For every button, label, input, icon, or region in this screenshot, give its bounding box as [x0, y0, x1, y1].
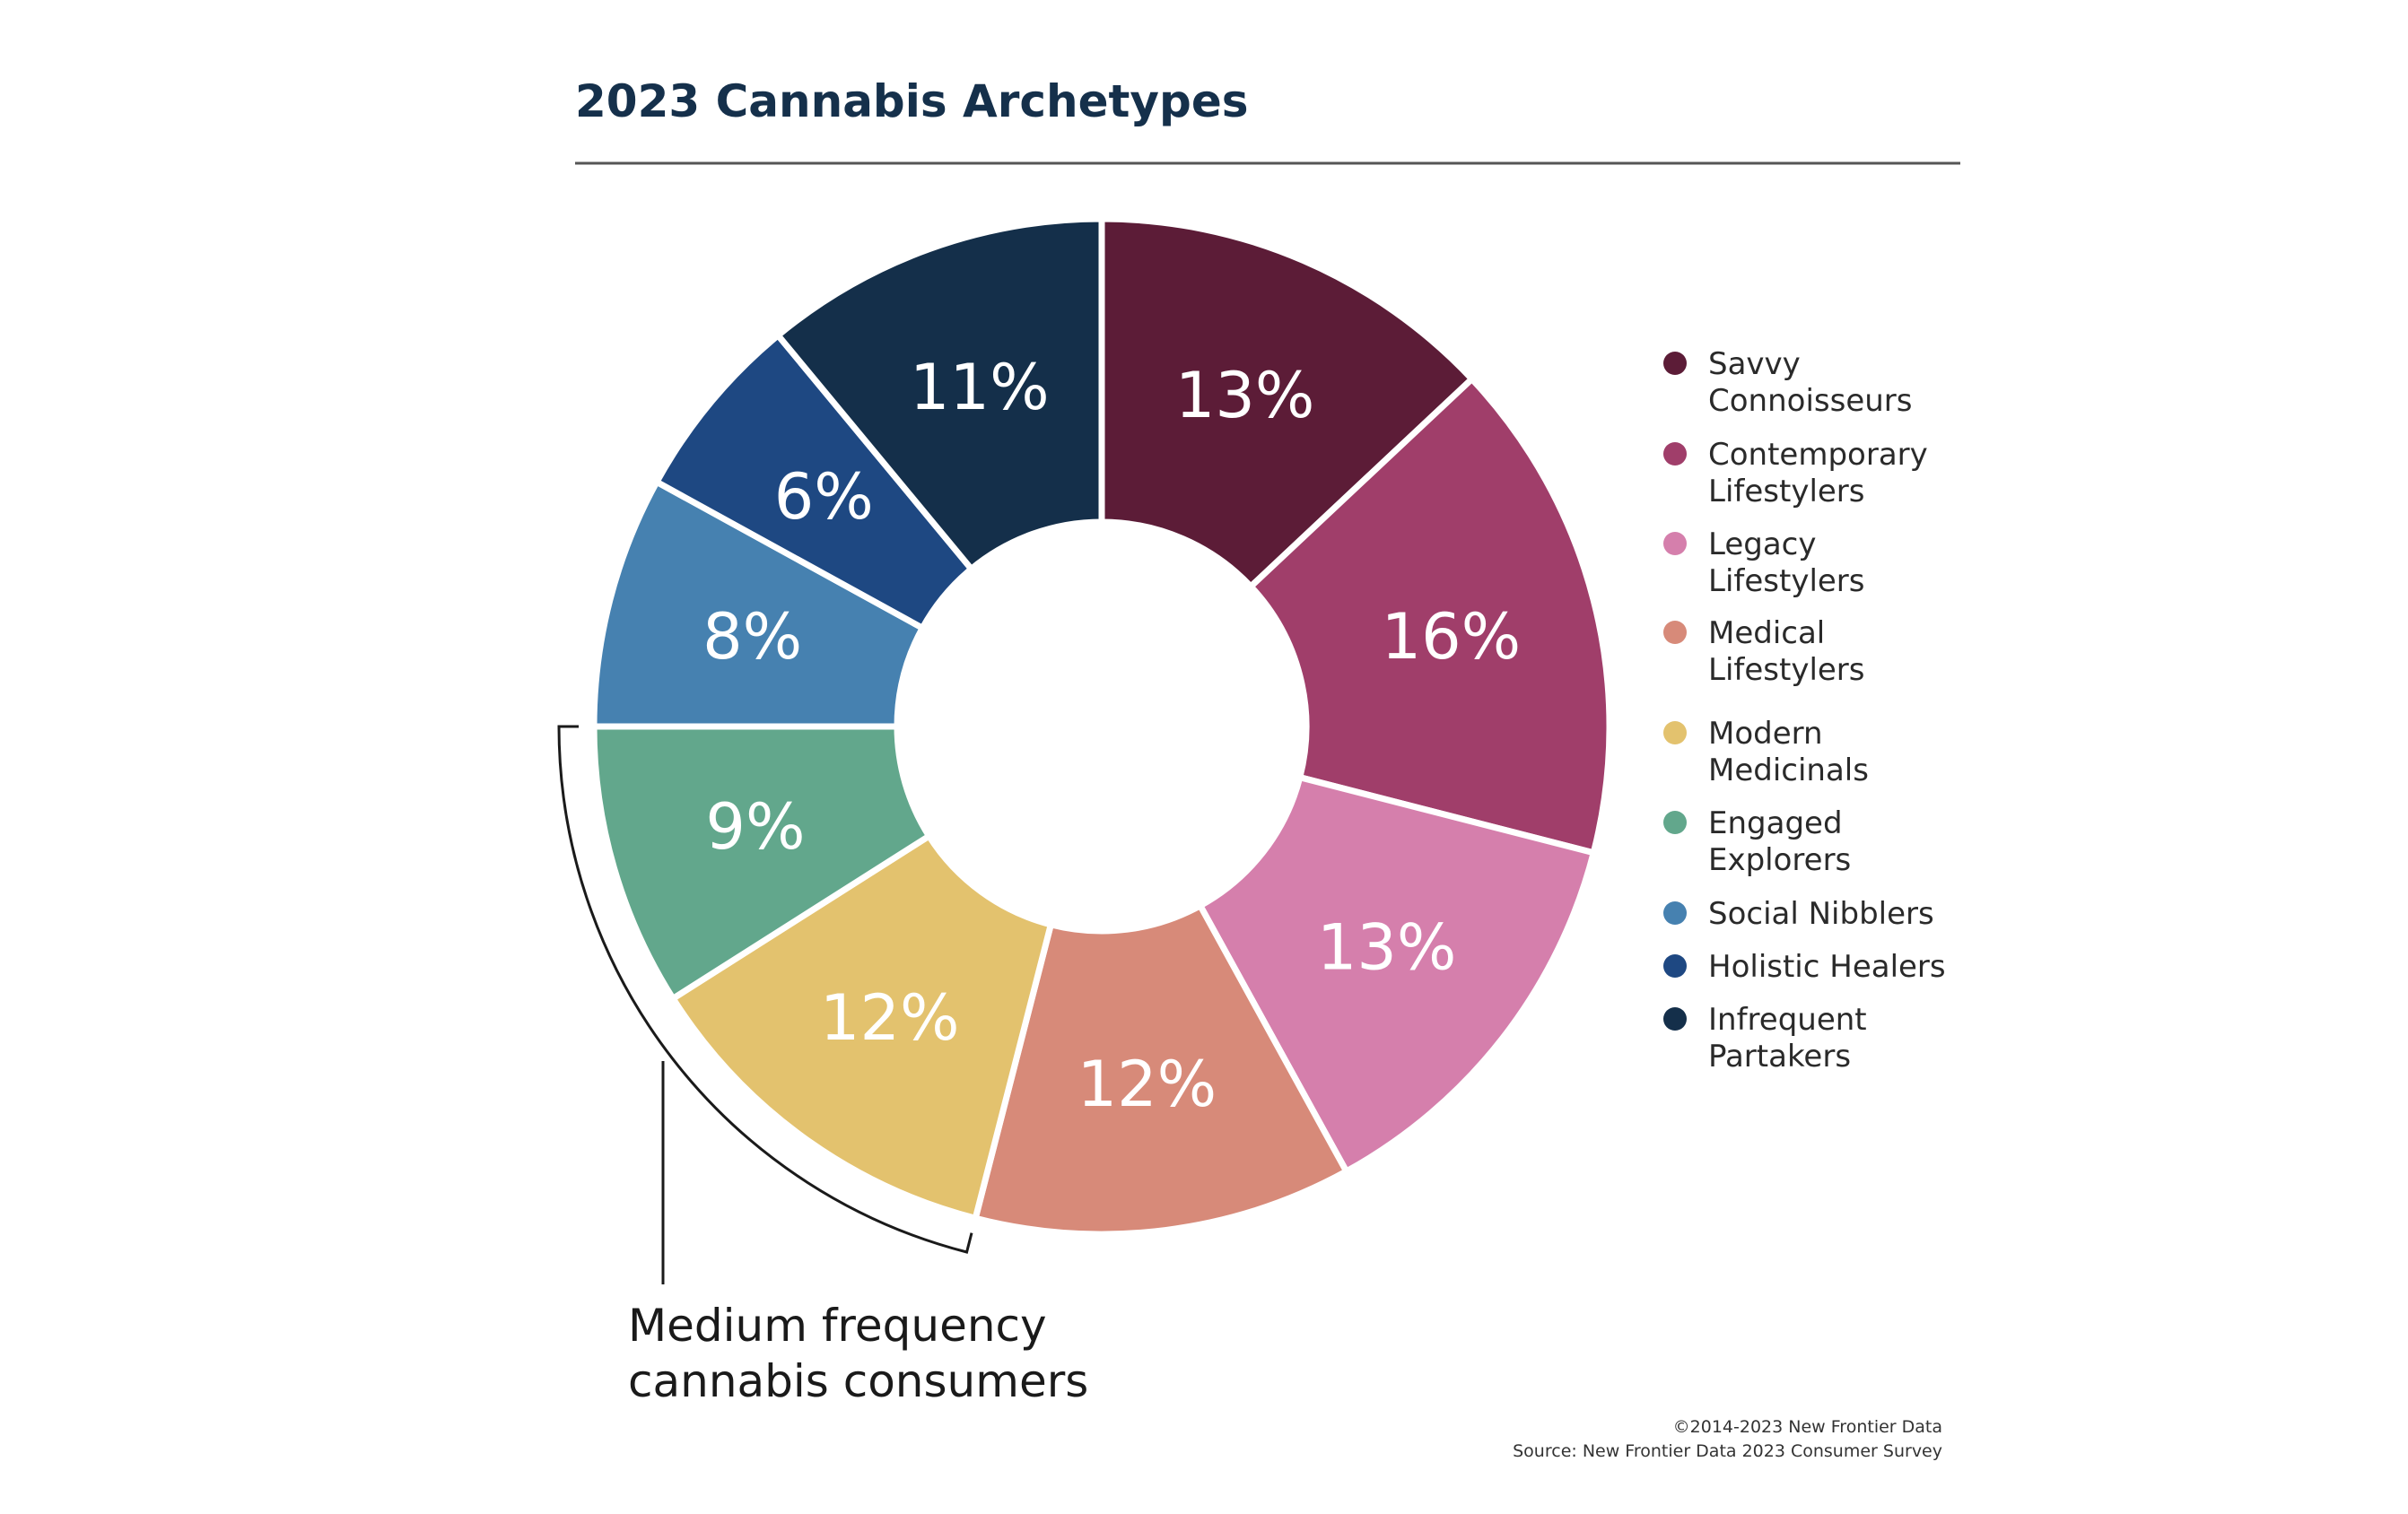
legend-marker-medical-lifestylers [1663, 621, 1687, 644]
source-text: Source: New Frontier Data 2023 Consumer … [1513, 1441, 1942, 1461]
slice-engaged-explorers [590, 723, 932, 1002]
legend-label-legacy-lifestylers: Legacy Lifestylers [1708, 526, 1865, 599]
slice-label-engaged-explorers: 9% [705, 790, 805, 864]
legend-marker-holistic-healers [1663, 954, 1687, 978]
legend-label-modern-medicinals: Modern Medicinals [1708, 716, 1869, 788]
legend-label-infrequent-partakers: Infrequent Partakers [1708, 1002, 1867, 1075]
legend-label-contemporary-lifestylers: Contemporary Lifestylers [1708, 437, 1928, 509]
legend-label-engaged-explorers: Engaged Explorers [1708, 805, 1851, 878]
slice-legacy-lifestylers [1197, 774, 1597, 1175]
legend: Savvy Connoisseurs Contemporary Lifestylers… [1663, 346, 1946, 1075]
slice-labels: 13% 16% 13% 12% 12% 9% 8% 6% 11% [702, 351, 1521, 1121]
legend-marker-engaged-explorers [1663, 811, 1687, 834]
slice-contemporary-lifestylers [1247, 376, 1613, 857]
legend-marker-infrequent-partakers [1663, 1007, 1687, 1031]
legend-label-holistic-healers: Holistic Healers [1708, 949, 1946, 985]
slice-label-savvy-connoisseurs: 13% [1175, 359, 1315, 432]
slice-label-medical-lifestylers: 12% [1077, 1048, 1217, 1121]
legend-label-social-nibblers: Social Nibblers [1708, 896, 1934, 932]
slice-label-social-nibblers: 8% [702, 600, 802, 674]
slice-label-modern-medicinals: 12% [820, 981, 960, 1055]
legend-marker-modern-medicinals [1663, 721, 1687, 744]
slice-label-infrequent-partakers: 11% [910, 351, 1050, 424]
donut-slices [590, 215, 1613, 1238]
annotation-bracket [557, 725, 973, 1254]
slice-label-contemporary-lifestylers: 16% [1382, 600, 1522, 674]
slice-infrequent-partakers [774, 215, 1105, 572]
slice-savvy-connoisseurs [1098, 215, 1476, 590]
legend-marker-contemporary-lifestylers [1663, 442, 1687, 466]
legend-marker-legacy-lifestylers [1663, 532, 1687, 555]
legend-label-savvy-connoisseurs: Savvy Connoisseurs [1708, 346, 1912, 419]
copyright-text: ©2014-2023 New Frontier Data [1673, 1417, 1942, 1437]
legend-marker-savvy-connoisseurs [1663, 352, 1687, 375]
chart-title: 2023 Cannabis Archetypes [575, 75, 1249, 127]
legend-label-medical-lifestylers: Medical Lifestylers [1708, 615, 1865, 688]
slice-social-nibblers [590, 478, 926, 730]
annotation-line-1: Medium frequency [628, 1300, 1047, 1352]
slice-modern-medicinals [669, 832, 1054, 1222]
annotation-line-2: cannabis consumers [628, 1355, 1088, 1407]
slice-medical-lifestylers [972, 902, 1350, 1238]
slice-label-legacy-lifestylers: 13% [1317, 910, 1457, 984]
slice-label-holistic-healers: 6% [774, 460, 874, 534]
legend-marker-social-nibblers [1663, 901, 1687, 925]
